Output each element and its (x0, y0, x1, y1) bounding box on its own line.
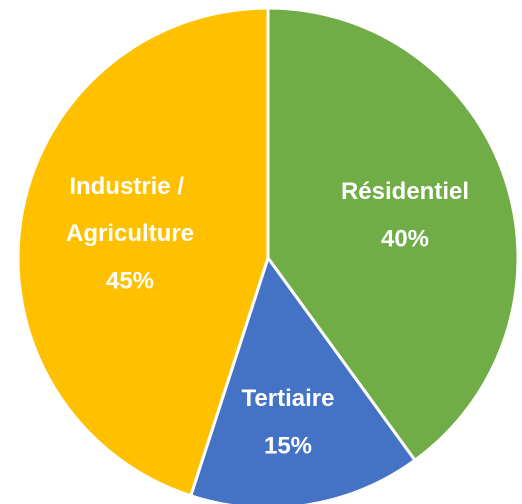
value-label: 15% (264, 432, 312, 459)
slice-label: Industrie / Agriculture (66, 173, 194, 247)
pie-slice (266, 6, 520, 463)
label-line: Industrie / (69, 173, 190, 200)
label-line: Résidentiel (341, 178, 469, 205)
pie-slice (16, 6, 270, 498)
label-line: Tertiaire (242, 385, 335, 412)
slice-label: Tertiaire (242, 385, 335, 412)
pie-slice (188, 254, 418, 504)
value-label: 40% (381, 225, 429, 252)
value-label: 45% (106, 267, 154, 294)
label-line: Agriculture (66, 220, 194, 247)
slice-label: Résidentiel (341, 178, 469, 205)
